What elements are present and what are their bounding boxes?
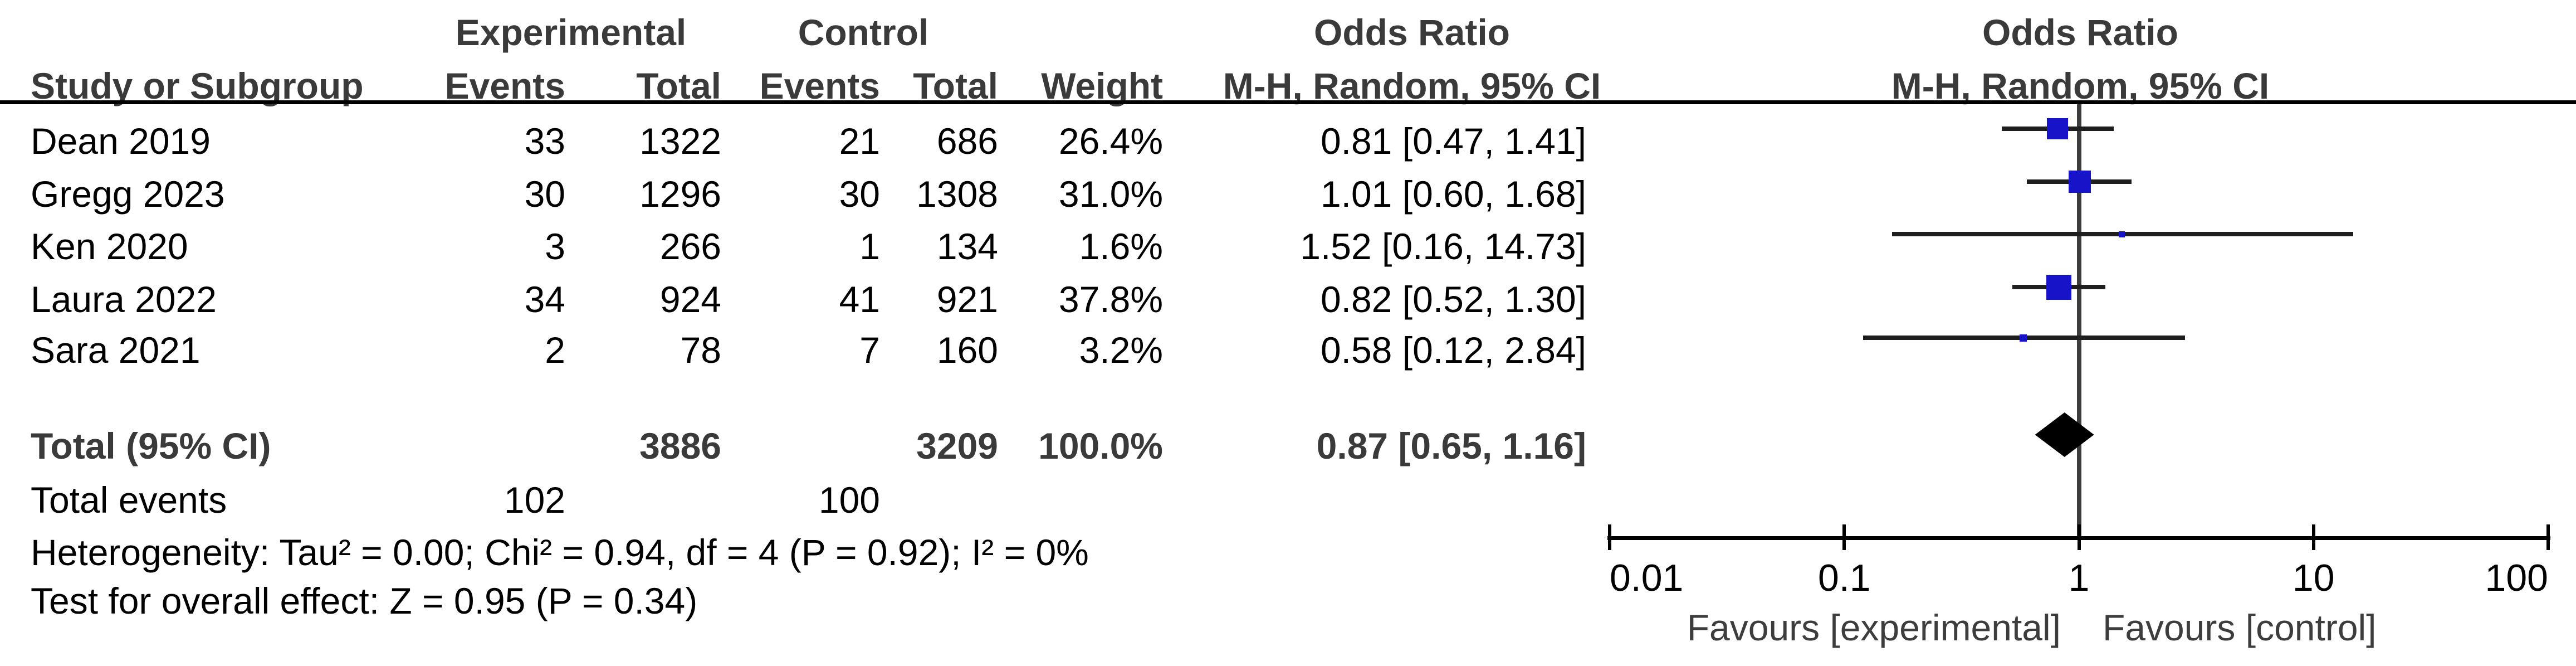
- study-exp-events: 34: [524, 279, 565, 320]
- study-exp-events: 2: [545, 329, 565, 371]
- total-events-label: Total events: [31, 479, 227, 521]
- total-ctrl-total: 3209: [916, 425, 998, 466]
- study-ctrl-events: 30: [839, 173, 880, 215]
- axis-tick-label: 0.01: [1610, 557, 1684, 599]
- total-weight: 100.0%: [1038, 425, 1163, 466]
- header-study-or-subgroup: Study or Subgroup: [31, 65, 364, 106]
- or-point-square: [2069, 171, 2091, 193]
- total-events-exp: 102: [504, 479, 565, 521]
- total-events-ctrl: 100: [818, 479, 880, 521]
- study-exp-events: 3: [545, 226, 565, 267]
- study-ctrl-total: 686: [936, 120, 998, 162]
- study-or-ci-text: 0.58 [0.12, 2.84]: [1320, 329, 1586, 371]
- axis-tick: [1608, 524, 1611, 550]
- axis-tick: [2077, 524, 2081, 550]
- favours-control-label: Favours [control]: [2103, 607, 2377, 648]
- study-ctrl-total: 134: [936, 226, 998, 267]
- total-label: Total (95% CI): [31, 425, 271, 466]
- or-point-square: [2046, 118, 2068, 139]
- header-ctrl-total: Total: [913, 65, 998, 106]
- study-exp-total: 924: [659, 279, 721, 320]
- header-ctrl-events: Events: [759, 65, 880, 106]
- study-exp-total: 1322: [639, 120, 721, 162]
- header-separator-line: [0, 100, 2576, 104]
- header-exp-events: Events: [444, 65, 565, 106]
- header-group-experimental: Experimental: [455, 12, 687, 53]
- study-weight: 26.4%: [1058, 120, 1163, 162]
- header-group-control: Control: [798, 12, 929, 53]
- header-odds-ratio-plot: Odds Ratio: [1982, 12, 2178, 53]
- heterogeneity-text: Heterogeneity: Tau² = 0.00; Chi² = 0.94,…: [31, 532, 1089, 573]
- study-ctrl-events: 41: [839, 279, 880, 320]
- study-ctrl-events: 1: [859, 226, 880, 267]
- axis-tick-label: 10: [2292, 557, 2335, 599]
- study-or-ci-text: 1.01 [0.60, 1.68]: [1320, 173, 1586, 215]
- total-diamond: [2035, 412, 2094, 457]
- study-exp-total: 1296: [639, 173, 721, 215]
- axis-tick-label: 100: [2485, 557, 2548, 599]
- total-exp-total: 3886: [639, 425, 721, 466]
- no-effect-line: [2076, 104, 2081, 538]
- header-mh-random-ci-plot: M-H, Random, 95% CI: [1891, 65, 2270, 106]
- favours-experimental-label: Favours [experimental]: [1687, 607, 2061, 648]
- study-ctrl-total: 921: [936, 279, 998, 320]
- study-or-ci-text: 0.82 [0.52, 1.30]: [1320, 279, 1586, 320]
- total-or-ci-text: 0.87 [0.65, 1.16]: [1316, 425, 1586, 466]
- study-ctrl-total: 1308: [916, 173, 998, 215]
- axis-tick: [2546, 524, 2550, 550]
- header-weight: Weight: [1041, 65, 1163, 106]
- study-label: Laura 2022: [31, 279, 217, 320]
- study-exp-events: 33: [524, 120, 565, 162]
- study-or-ci-text: 1.52 [0.16, 14.73]: [1300, 226, 1586, 267]
- study-weight: 3.2%: [1079, 329, 1163, 371]
- or-point-square: [2020, 334, 2027, 342]
- study-or-ci-text: 0.81 [0.47, 1.41]: [1320, 120, 1586, 162]
- study-ctrl-total: 160: [936, 329, 998, 371]
- study-weight: 1.6%: [1079, 226, 1163, 267]
- or-point-square: [2118, 231, 2125, 237]
- study-weight: 31.0%: [1058, 173, 1163, 215]
- study-exp-total: 78: [680, 329, 721, 371]
- header-mh-random-ci-text: M-H, Random, 95% CI: [1223, 65, 1601, 106]
- study-ctrl-events: 21: [839, 120, 880, 162]
- axis-tick: [2311, 524, 2315, 550]
- study-label: Dean 2019: [31, 120, 211, 162]
- overall-effect-text: Test for overall effect: Z = 0.95 (P = 0…: [31, 580, 698, 621]
- study-exp-events: 30: [524, 173, 565, 215]
- study-exp-total: 266: [659, 226, 721, 267]
- study-label: Sara 2021: [31, 329, 201, 371]
- study-label: Ken 2020: [31, 226, 188, 267]
- study-ctrl-events: 7: [859, 329, 880, 371]
- header-odds-ratio-text: Odds Ratio: [1313, 12, 1510, 53]
- header-exp-total: Total: [636, 65, 721, 106]
- or-point-square: [2046, 274, 2071, 300]
- axis-tick: [1842, 524, 1846, 550]
- axis-tick-label: 0.1: [1817, 557, 1871, 599]
- axis-tick-label: 1: [2068, 557, 2090, 599]
- study-weight: 37.8%: [1058, 279, 1163, 320]
- study-label: Gregg 2023: [31, 173, 225, 215]
